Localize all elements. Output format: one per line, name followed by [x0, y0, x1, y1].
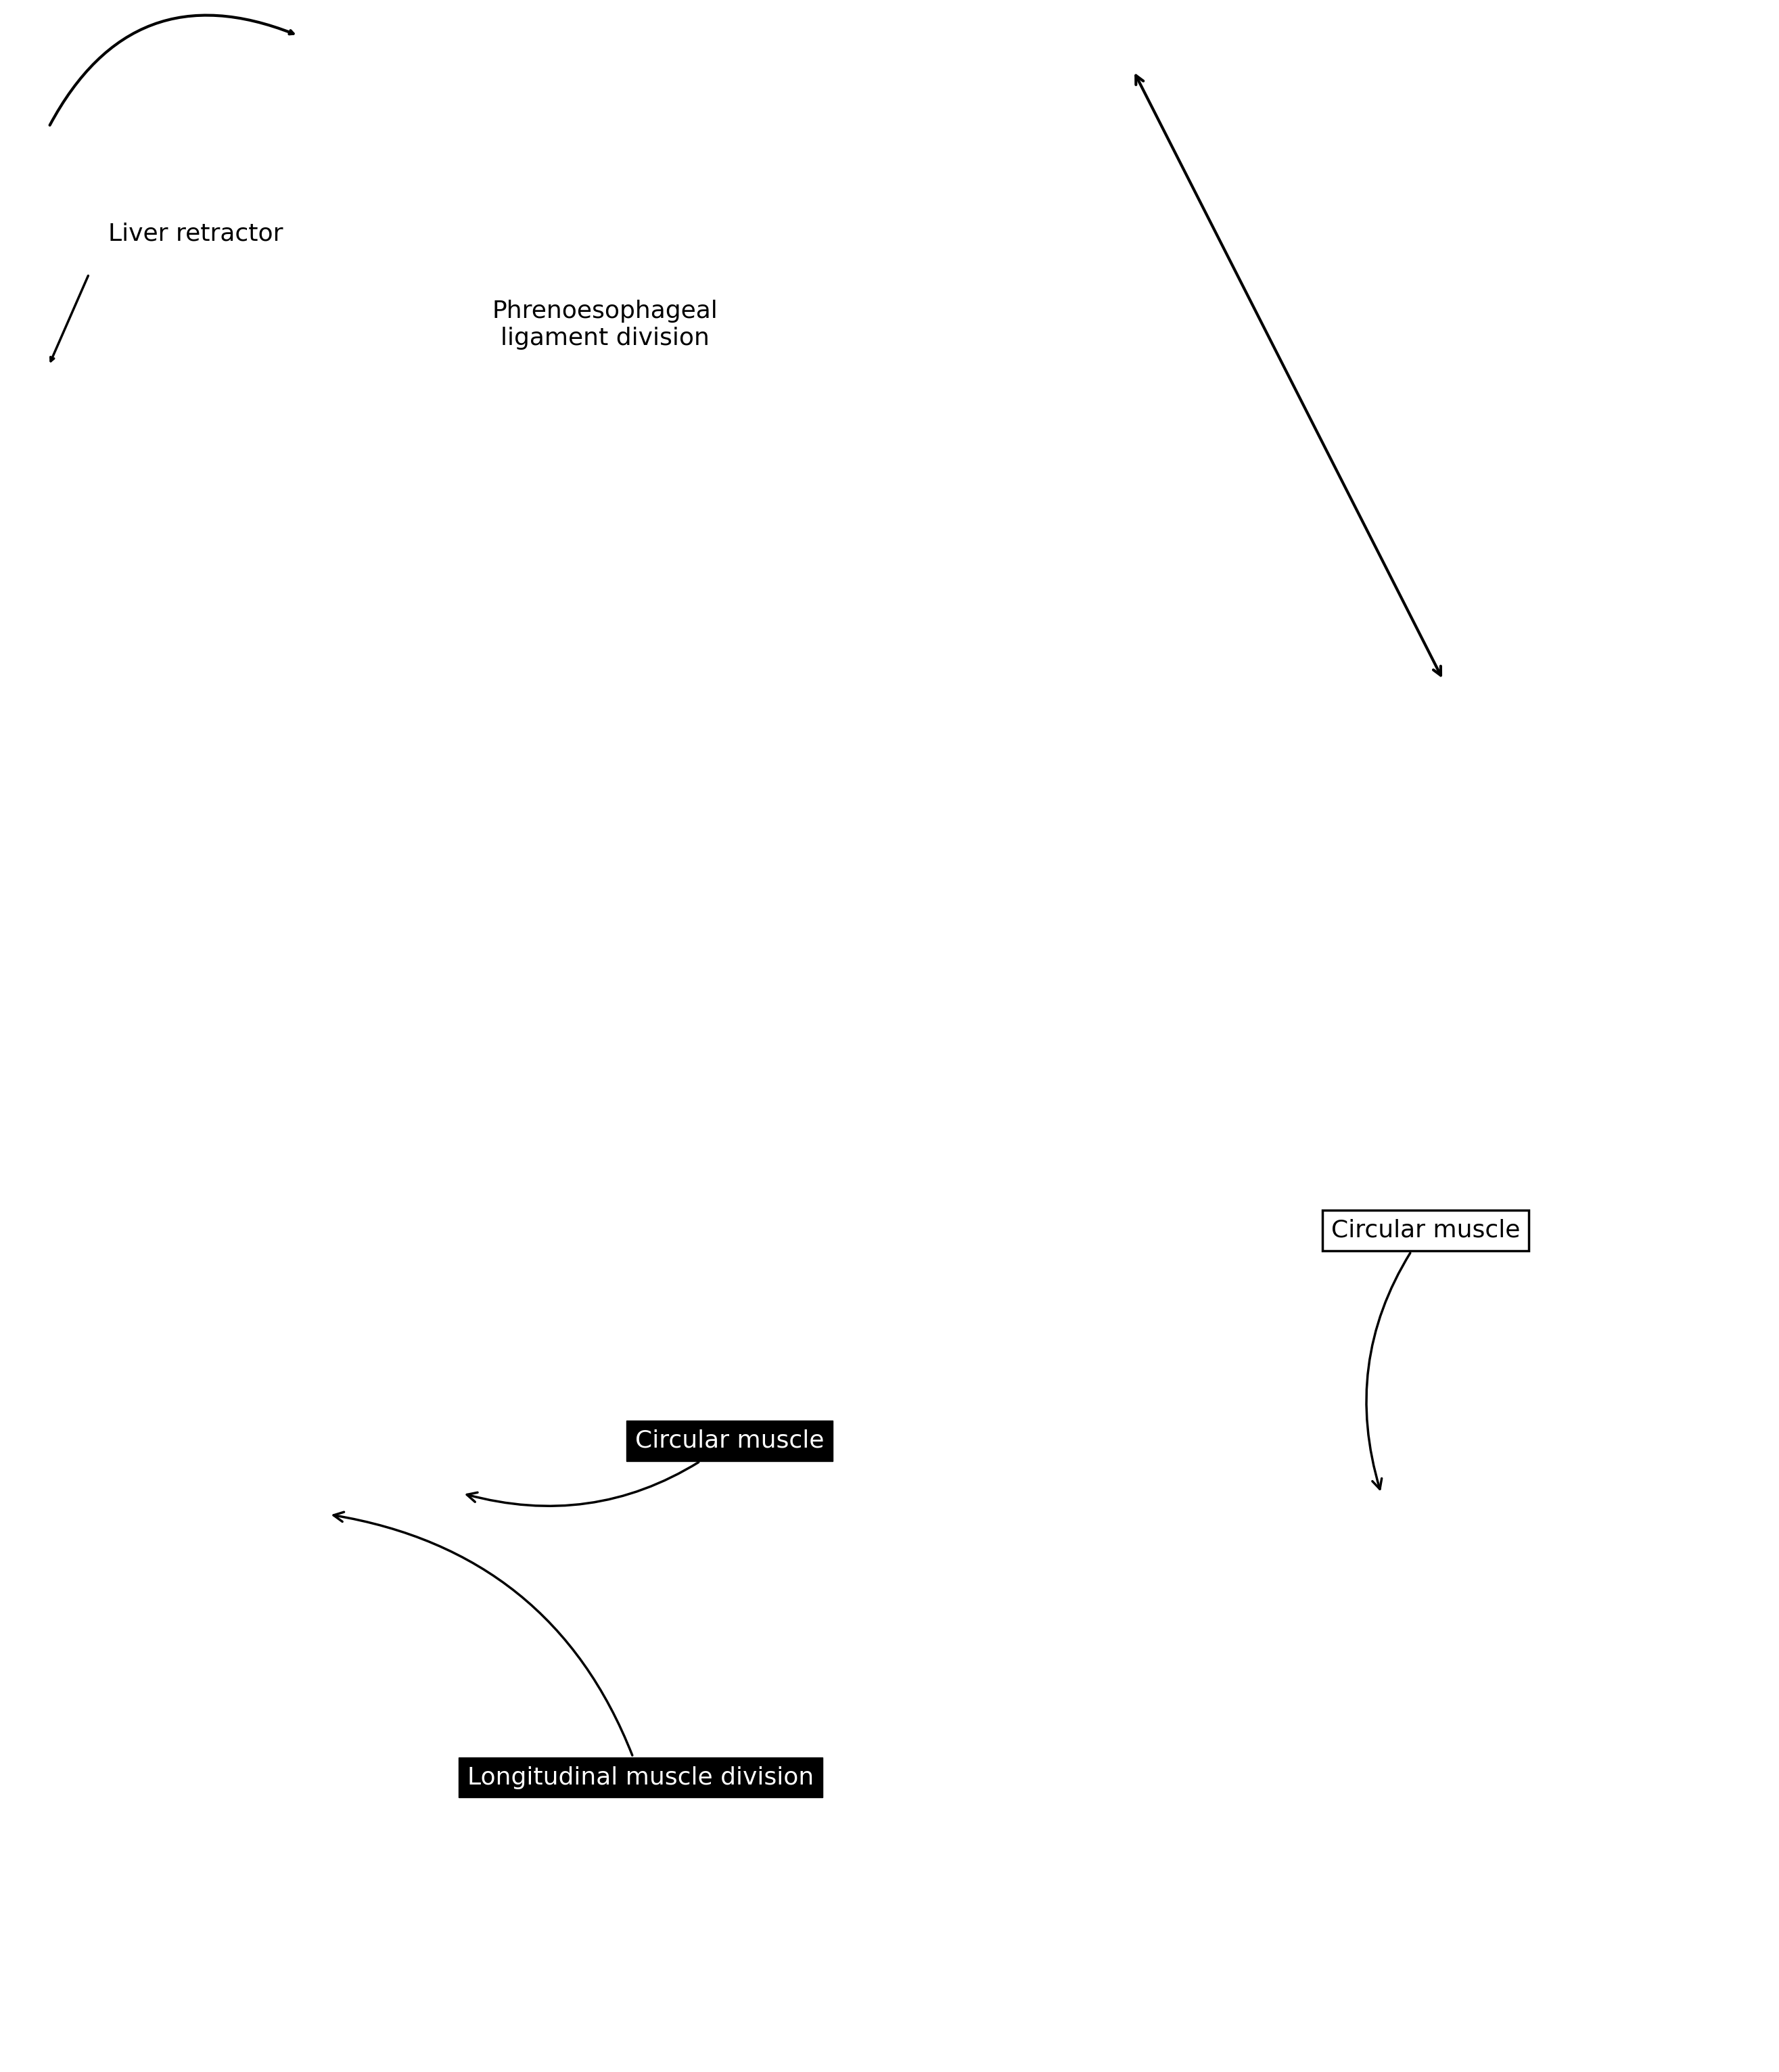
Text: Circular muscle: Circular muscle [1331, 1218, 1519, 1490]
Text: Phrenoesophageal
ligament division: Phrenoesophageal ligament division [493, 300, 717, 350]
Text: B: B [913, 939, 939, 974]
Text: C: C [18, 2006, 44, 2041]
Text: Longitudinal muscle division: Longitudinal muscle division [333, 1513, 813, 1788]
Text: A: A [18, 939, 46, 974]
Text: D: D [913, 2006, 943, 2041]
Text: Liver retractor: Liver retractor [109, 222, 283, 244]
Text: Circular muscle: Circular muscle [466, 1430, 824, 1506]
